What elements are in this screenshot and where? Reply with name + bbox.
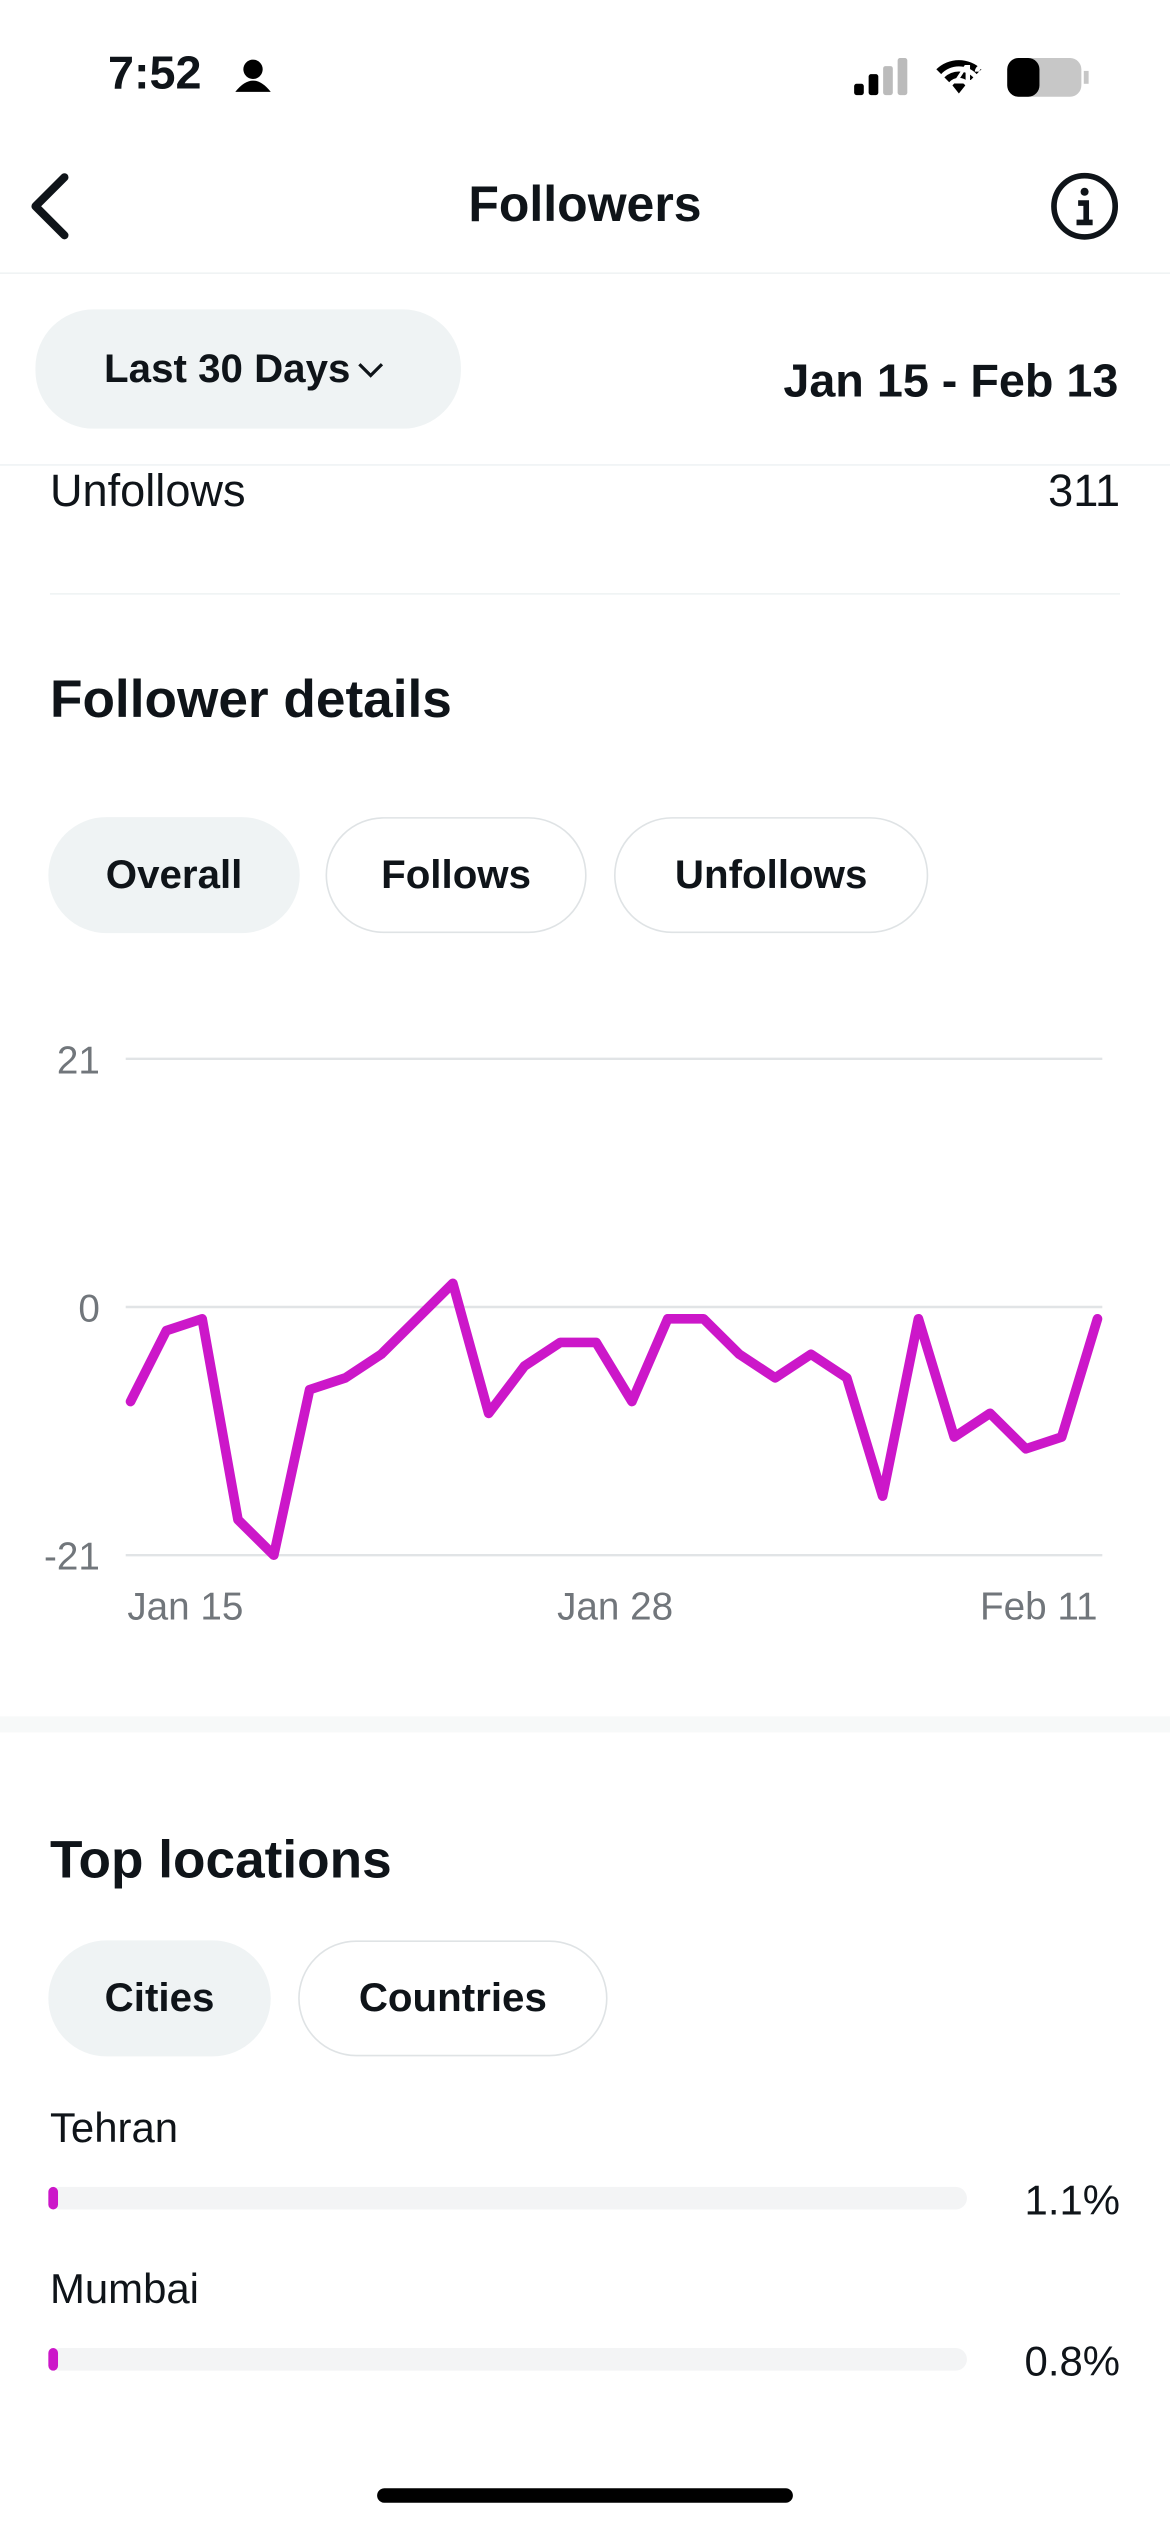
chevron xyxy=(358,363,384,378)
bar-track xyxy=(48,2186,967,2210)
bar xyxy=(48,2348,59,2371)
tab[interactable]: Countries xyxy=(298,1940,608,2057)
tab[interactable]: Follows xyxy=(325,817,587,934)
summary-value: 311 xyxy=(1048,465,1121,516)
status-icons xyxy=(31,58,1119,240)
y-tick-label: 21 xyxy=(57,1039,100,1082)
section-separator xyxy=(0,1716,1170,1733)
status-time: 7:52 xyxy=(107,48,202,100)
date-range: Jan 15 - Feb 13 xyxy=(783,356,1119,408)
tab[interactable]: Unfollows xyxy=(614,817,929,934)
location-value: 1.1% xyxy=(1024,2175,1121,2224)
section-title: Top locations xyxy=(49,1829,392,1889)
line-series xyxy=(125,1278,1103,1560)
location-value: 0.8% xyxy=(1024,2336,1121,2386)
range-label: Last 30 Days xyxy=(104,345,351,391)
x-tick-label: Jan 28 xyxy=(557,1586,673,1629)
tab[interactable]: Cities xyxy=(48,1940,271,2057)
x-tick-label: Jan 15 xyxy=(127,1586,243,1629)
location-name: Mumbai xyxy=(49,2264,200,2313)
section-title: Follower details xyxy=(49,668,452,729)
summary-label: Unfollows xyxy=(49,465,246,516)
page-title: Followers xyxy=(468,175,702,233)
location-name: Tehran xyxy=(49,2103,179,2152)
range-dropdown[interactable]: Last 30 Days xyxy=(35,309,461,429)
tab[interactable]: Overall xyxy=(48,817,300,934)
bar xyxy=(48,2186,59,2210)
chart: -21 0 21 Jan 15 Jan 28 Feb 11 xyxy=(44,1039,1103,1629)
bar-track xyxy=(48,2348,967,2371)
x-tick-label: Feb 11 xyxy=(980,1586,1097,1629)
y-tick-label: 0 xyxy=(78,1287,100,1330)
home-indicator xyxy=(377,2488,793,2503)
battery-level: 42 xyxy=(954,59,993,97)
y-tick-label: -21 xyxy=(44,1536,100,1579)
